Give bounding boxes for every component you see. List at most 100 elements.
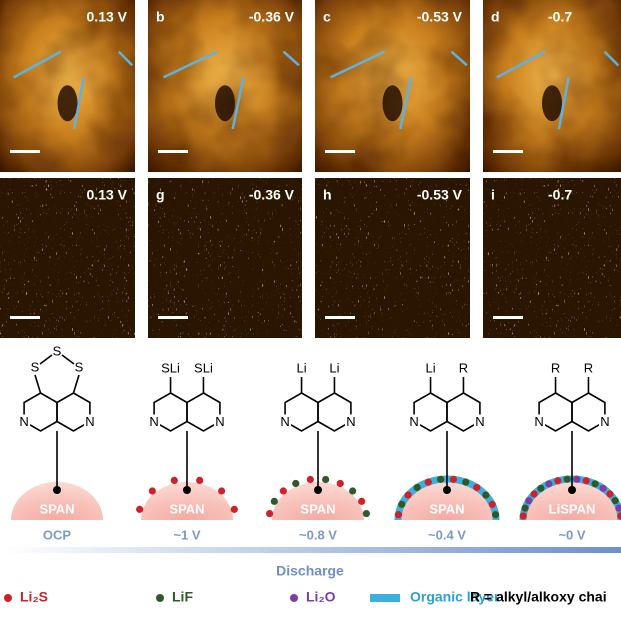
dot [617,512,621,520]
atom-bg [473,414,486,429]
atom-label: N [19,414,28,429]
arrow-label: Discharge [276,563,344,579]
potential-label: ~1 V [173,527,200,542]
potential-label: OCP [43,527,72,542]
arrow [329,50,386,79]
bond [39,354,53,365]
arrow [399,77,413,130]
core-label: SPAN [39,501,74,516]
atom-label: N [149,414,158,429]
legend: Li₂S LiF Li₂O Organic layer R = alkyl/al… [4,589,607,605]
atom-label: SLi [161,360,180,375]
microscopy-panels: 0.13 V b -0.36 V c -0.53 V d -0.7 0.13 V g -0.36 … [0,0,621,338]
atom-label: N [85,414,94,429]
dot [322,475,330,484]
dot [230,505,238,513]
panel-voltage: 0.13 V [87,187,128,203]
atom-bg [533,414,546,429]
scale-bar [325,150,355,153]
legend-label: Organic layer [410,589,500,605]
legend-note: R = alkyl/alkoxy chai [470,589,607,605]
arrow [557,77,570,130]
dot [611,497,619,505]
particle [272,482,364,520]
panel: b -0.36 V [148,0,302,172]
particle [11,482,103,520]
panel-image [0,178,135,338]
anchor [314,486,322,494]
core-label: LiSPAN [549,501,596,516]
dark-pit [57,85,78,122]
bond [61,354,75,365]
ring [446,392,481,432]
panel: d -0.7 [483,0,621,172]
panel-voltage: -0.53 V [417,187,463,203]
dot [537,484,545,492]
anchor [53,486,61,494]
atom-bg [18,414,31,429]
atom-label: N [280,414,289,429]
dot [615,504,621,512]
dot [266,509,274,518]
panel-image [483,178,621,338]
legend-label: Li₂O [306,589,336,605]
panel-voltage: -0.36 V [249,9,295,25]
dot [170,476,178,484]
dot [582,477,590,485]
arrow [12,50,62,79]
panel-letter: b [156,9,165,25]
dot [545,480,553,488]
dot [218,487,226,495]
dot [482,491,490,499]
panel-letter: c [323,9,331,25]
panel-voltage: 0.13 V [87,9,128,25]
atom-label: N [475,414,484,429]
atom-bg [598,414,611,429]
panel: i -0.7 [483,178,621,338]
dark-pit [215,85,235,122]
dot [196,476,204,484]
atom-label: N [600,414,609,429]
structure: Li R N N SPAN ~0.4 V [394,360,500,542]
panel-letter: d [491,9,500,25]
dot [136,505,144,513]
dot [491,511,500,519]
legend-dot [290,594,298,602]
dot [358,497,366,505]
panel-image [315,178,470,338]
dot [394,511,403,519]
core-label: SPAN [300,501,335,516]
arrow [450,50,468,67]
panel-image [148,178,302,338]
atom-label: S [75,359,84,374]
panel-voltage: -0.36 V [249,187,295,203]
panel-letter: h [323,187,332,203]
panel: 0.13 V [0,178,135,338]
panel-voltage: -0.7 [548,187,572,203]
ring [317,392,352,432]
anchor [443,486,451,494]
dark-pit [542,85,562,122]
dot [530,490,538,498]
arrow [162,50,218,79]
atom-label: R [584,360,593,375]
legend-dot [156,594,164,602]
dot [473,483,481,492]
core-label: SPAN [169,501,204,516]
panel-voltage: -0.7 [548,9,572,25]
panel: 0.13 V [0,0,135,172]
arrow [603,50,620,67]
dot [424,478,432,486]
atom-label: SLi [194,360,213,375]
atom-bg [344,414,357,429]
atom-bg [279,414,292,429]
bond [72,374,80,394]
bond [34,374,42,394]
dot [362,509,370,518]
arrow [231,77,245,130]
dot [148,487,156,495]
dot [573,475,581,483]
